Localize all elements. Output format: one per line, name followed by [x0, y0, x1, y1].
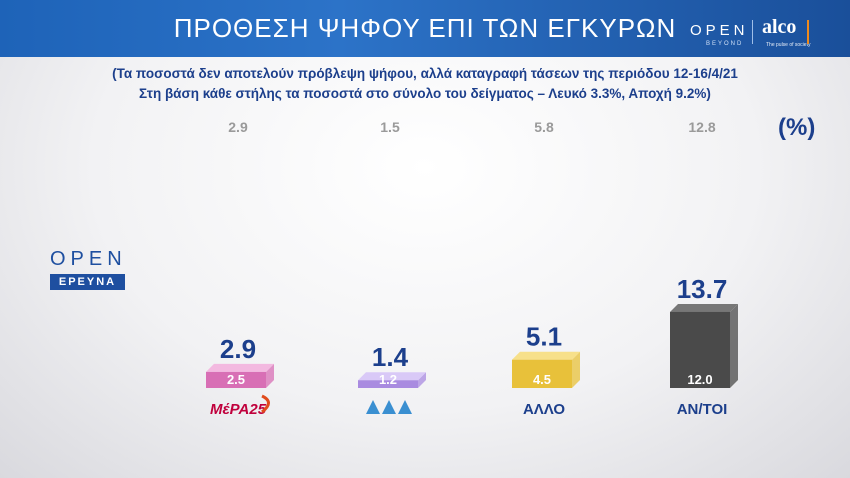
bar-side — [572, 351, 580, 388]
bar-inner-label: 12.0 — [687, 372, 712, 387]
subtitle-line-1: (Τα ποσοστά δεν αποτελούν πρόβλεψη ψήφου… — [112, 66, 738, 81]
party-logo-triangle — [366, 400, 380, 414]
bar-value-label: 5.1 — [526, 322, 562, 352]
party-logo-triangle — [398, 400, 412, 414]
bar-side — [418, 372, 426, 388]
open-erevna-logo: OPEN ΕΡΕΥΝΑ — [50, 248, 125, 290]
brand-divider — [752, 20, 753, 44]
previous-value-label: 12.8 — [688, 119, 715, 135]
bar-side — [730, 303, 738, 388]
open-logo-text: OPEN — [50, 248, 127, 270]
open-brand-sub: BEYOND — [706, 41, 744, 47]
bar-value-label: 2.9 — [220, 334, 256, 364]
header-bar: ΠΡΟΘΕΣΗ ΨΗΦΟΥ ΕΠΙ ΤΩΝ ΕΓΚΥΡΩΝ OPEN BEYON… — [0, 0, 850, 57]
category-label: ΑΝ/ΤΟΙ — [677, 401, 728, 418]
open-logo-sub: ΕΡΕΥΝΑ — [50, 274, 125, 290]
category-label: ΑΛΛΟ — [523, 401, 565, 418]
page-title: ΠΡΟΘΕΣΗ ΨΗΦΟΥ ΕΠΙ ΤΩΝ ΕΓΚΥΡΩΝ — [173, 13, 677, 43]
alco-brand-sub: The pulse of society — [766, 42, 811, 48]
bar-inner-label: 2.5 — [227, 372, 245, 387]
party-logo-triangle — [382, 400, 396, 414]
subtitle-line-2: Στη βάση κάθε στήλης τα ποσοστά στο σύνο… — [139, 86, 711, 101]
alco-brand-logo: alco — [762, 16, 797, 38]
bar — [512, 359, 572, 388]
mera25-logo-swoosh — [261, 394, 270, 414]
bar-top — [670, 303, 738, 312]
bar — [670, 311, 730, 388]
previous-value-label: 1.5 — [380, 119, 400, 135]
previous-value-label: 2.9 — [228, 119, 248, 135]
brand-accent — [807, 20, 809, 44]
bar-value-label: 1.4 — [372, 342, 409, 372]
bar-inner-label: 1.2 — [379, 372, 397, 387]
bar-inner-label: 4.5 — [533, 372, 551, 387]
bar-value-label: 13.7 — [677, 274, 728, 304]
bar — [358, 380, 418, 388]
bar-side — [266, 363, 274, 388]
bar-top — [358, 372, 426, 381]
open-brand-logo: OPEN — [690, 22, 749, 39]
bar-top — [512, 351, 580, 360]
bar-top — [206, 363, 274, 372]
category-label: ΜέΡΑ25 — [210, 401, 267, 418]
previous-value-label: 5.8 — [534, 119, 554, 135]
unit-label: (%) — [778, 114, 816, 141]
bar — [206, 371, 266, 388]
